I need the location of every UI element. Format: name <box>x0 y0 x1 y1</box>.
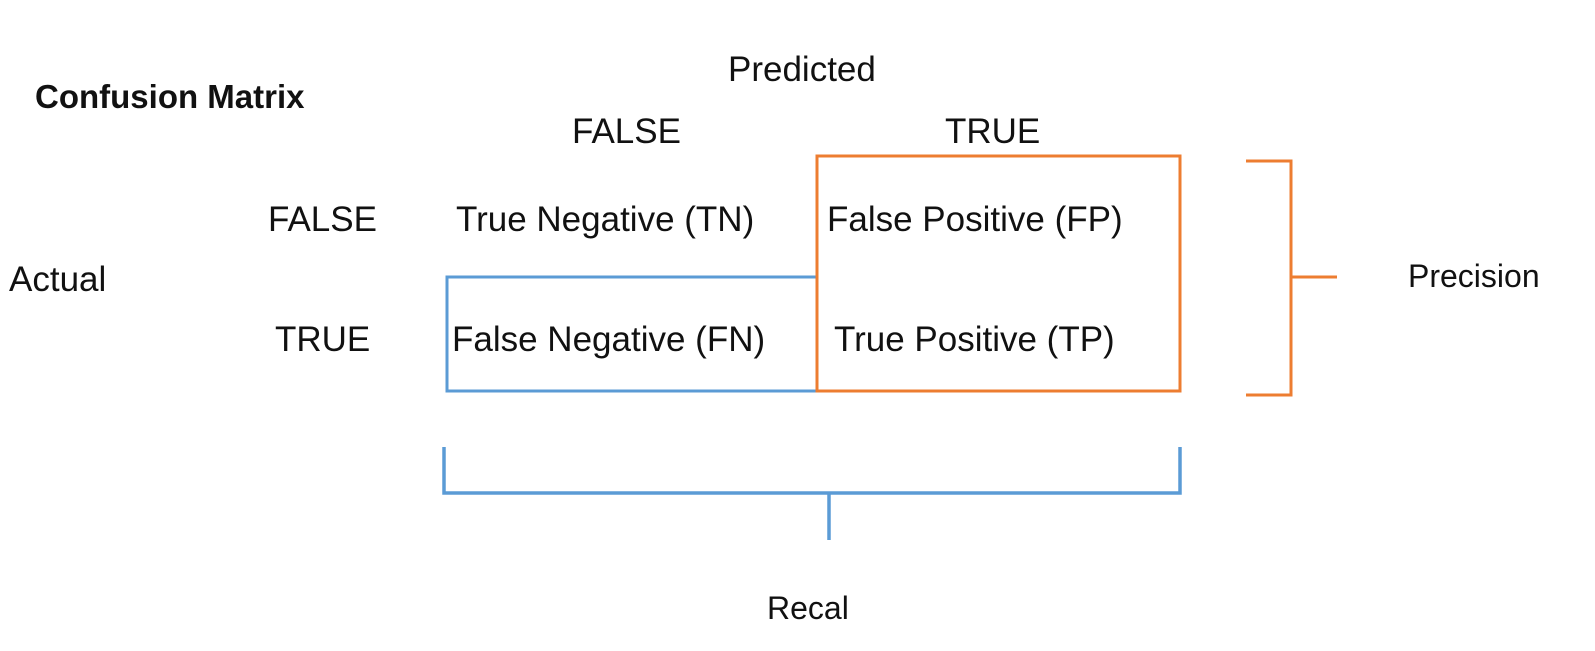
recall-label: Recal <box>767 590 849 626</box>
actual-false-label: FALSE <box>268 200 377 239</box>
predicted-true-label: TRUE <box>945 112 1041 151</box>
cell-true-positive: True Positive (TP) <box>834 320 1115 359</box>
actual-axis-label: Actual <box>9 260 107 299</box>
recall-highlight-box <box>445 275 819 393</box>
cell-false-positive: False Positive (FP) <box>827 200 1123 239</box>
precision-label: Precision <box>1408 258 1540 294</box>
predicted-false-label: FALSE <box>572 112 681 151</box>
precision-bracket <box>1246 159 1337 397</box>
precision-highlight-box <box>815 154 1182 393</box>
cell-true-negative: True Negative (TN) <box>456 200 755 239</box>
recall-bracket <box>442 447 1182 540</box>
diagram-title: Confusion Matrix <box>35 78 305 115</box>
cell-false-negative: False Negative (FN) <box>452 320 766 359</box>
predicted-axis-label: Predicted <box>728 50 876 89</box>
actual-true-label: TRUE <box>275 320 371 359</box>
